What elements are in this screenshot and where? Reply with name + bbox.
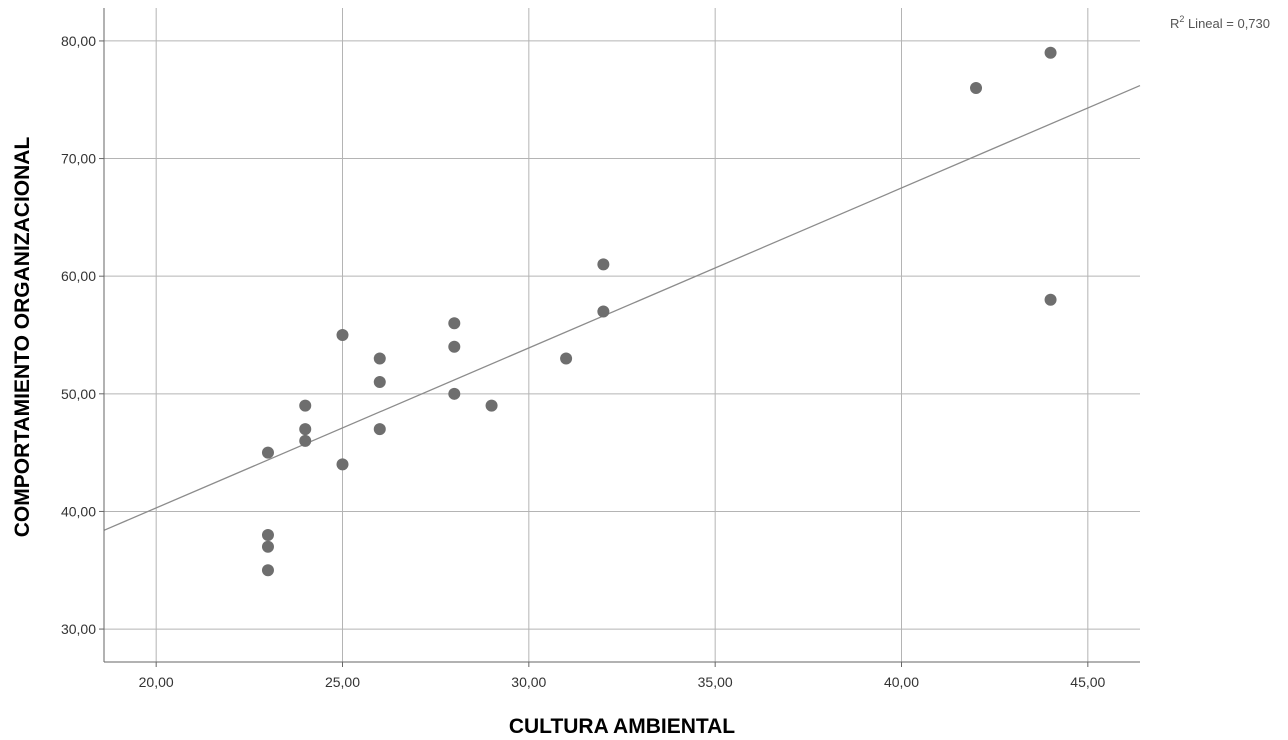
data-point [597,258,610,271]
r2-annotation: R2 Lineal = 0,730 [1170,14,1270,31]
y-tick-label: 70,00 [61,151,96,167]
y-tick-label: 80,00 [61,33,96,49]
data-point [373,376,386,389]
data-point [1044,46,1057,59]
x-tick-label: 40,00 [884,674,919,690]
data-point [299,399,312,412]
data-points [261,46,1057,577]
axes [99,8,1140,667]
data-point [485,399,498,412]
x-tick-label: 20,00 [139,674,174,690]
data-point [448,387,461,400]
data-point [336,329,349,341]
y-tick-label: 60,00 [61,268,96,284]
y-tick-label: 30,00 [61,621,96,637]
data-point [448,340,461,353]
data-point [970,81,983,94]
data-point [261,528,274,541]
x-tick-label: 30,00 [511,674,546,690]
data-point [373,423,386,436]
data-point [261,564,274,577]
grid-lines [104,8,1140,662]
data-point [448,317,461,330]
data-point [299,423,312,436]
fit-line-group [103,84,1141,531]
data-point [336,458,349,471]
data-point [299,434,312,447]
y-tick-label: 50,00 [61,386,96,402]
data-point [261,446,274,459]
tick-labels: 20,00 25,00 30,00 35,00 40,00 45,00 30,00 40,00… [61,33,1106,690]
x-axis-title: CULTURA AMBIENTAL [509,715,735,738]
data-point [261,540,274,553]
fit-line [103,84,1141,531]
data-point [597,305,610,318]
x-tick-label: 35,00 [698,674,733,690]
x-tick-label: 45,00 [1070,674,1105,690]
x-tick-label: 25,00 [325,674,360,690]
data-point [1044,293,1057,306]
y-tick-label: 40,00 [61,503,96,519]
data-point [373,352,386,365]
data-point [560,352,573,365]
y-axis-title: COMPORTAMIENTO ORGANIZACIONAL [11,137,34,538]
